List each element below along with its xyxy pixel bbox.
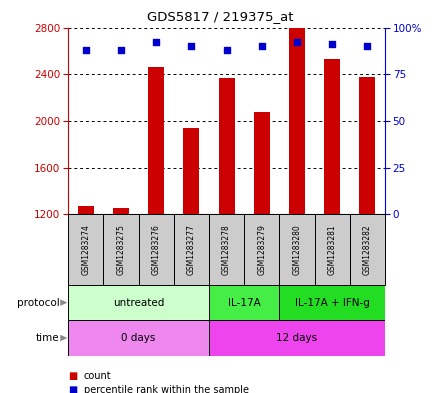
Bar xyxy=(68,285,209,320)
Text: GSM1283277: GSM1283277 xyxy=(187,224,196,275)
Bar xyxy=(359,77,375,214)
Point xyxy=(258,43,265,49)
Bar xyxy=(78,206,94,214)
Point xyxy=(329,41,336,48)
Bar xyxy=(315,214,350,285)
Bar xyxy=(148,67,164,214)
Polygon shape xyxy=(60,335,67,341)
Text: GDS5817 / 219375_at: GDS5817 / 219375_at xyxy=(147,10,293,23)
Bar xyxy=(174,214,209,285)
Bar xyxy=(209,320,385,356)
Text: untreated: untreated xyxy=(113,298,164,308)
Text: protocol: protocol xyxy=(17,298,59,308)
Bar xyxy=(103,214,139,285)
Bar xyxy=(244,214,279,285)
Bar xyxy=(279,285,385,320)
Text: GSM1283280: GSM1283280 xyxy=(293,224,301,275)
Point xyxy=(364,43,371,49)
Bar xyxy=(254,112,270,214)
Text: IL-17A + IFN-g: IL-17A + IFN-g xyxy=(295,298,370,308)
Point xyxy=(82,47,89,53)
Text: IL-17A: IL-17A xyxy=(228,298,260,308)
Bar xyxy=(68,214,103,285)
Bar xyxy=(219,78,235,214)
Bar xyxy=(139,214,174,285)
Point xyxy=(117,47,125,53)
Bar xyxy=(209,285,279,320)
Bar xyxy=(324,59,340,214)
Text: time: time xyxy=(36,333,59,343)
Text: ■: ■ xyxy=(68,385,77,393)
Point xyxy=(223,47,230,53)
Text: 12 days: 12 days xyxy=(276,333,318,343)
Text: 0 days: 0 days xyxy=(121,333,156,343)
Polygon shape xyxy=(60,299,67,306)
Text: GSM1283282: GSM1283282 xyxy=(363,224,372,275)
Text: ■: ■ xyxy=(68,371,77,381)
Bar xyxy=(113,208,129,214)
Text: count: count xyxy=(84,371,111,381)
Point xyxy=(293,39,301,46)
Text: percentile rank within the sample: percentile rank within the sample xyxy=(84,385,249,393)
Text: GSM1283276: GSM1283276 xyxy=(152,224,161,275)
Text: GSM1283275: GSM1283275 xyxy=(117,224,125,275)
Point xyxy=(153,39,160,46)
Text: GSM1283279: GSM1283279 xyxy=(257,224,266,275)
Bar xyxy=(289,28,305,214)
Text: GSM1283274: GSM1283274 xyxy=(81,224,90,275)
Bar xyxy=(279,214,315,285)
Bar xyxy=(350,214,385,285)
Text: GSM1283278: GSM1283278 xyxy=(222,224,231,275)
Bar xyxy=(68,320,209,356)
Bar xyxy=(209,214,244,285)
Text: GSM1283281: GSM1283281 xyxy=(328,224,337,275)
Bar xyxy=(183,128,199,214)
Point xyxy=(188,43,195,49)
